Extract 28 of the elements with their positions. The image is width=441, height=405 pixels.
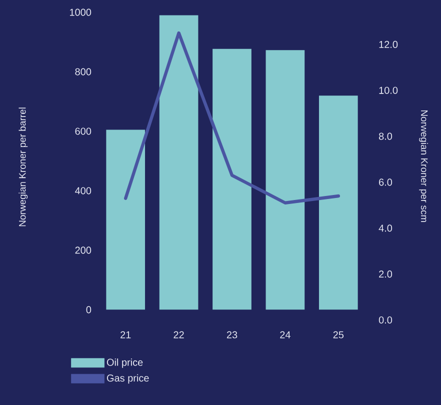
y-tick-label: 1000 [70,8,92,16]
legend-label: Oil price [106,358,143,368]
x-tick-label: 22 [174,331,184,338]
x-tick-label: 24 [280,331,290,338]
bar [159,15,198,310]
y2-tick-label: 10.0 [379,86,398,94]
x-tick-label: 21 [120,331,131,338]
y2-tick-label: 2.0 [379,270,392,278]
bar [106,130,146,310]
bar [318,96,358,310]
line-series [124,31,340,204]
y-tick-label: 600 [75,128,92,135]
x-tick-label: 23 [226,331,238,338]
y-tick-label: 800 [75,68,92,76]
y2-tick-label: 8.0 [378,132,392,140]
y2-tick-label: 0.0 [378,316,392,324]
y-tick-label: 0 [86,306,92,314]
bar [212,48,252,310]
bar [266,50,305,310]
y2-axis-title: Norwegian Kroner per scm [419,110,428,222]
y2-tick-label: 12.0 [379,40,398,48]
y2-tick-label: 4.0 [378,224,392,232]
y-axis-title: Norwegian Kroner per barrel [18,108,28,226]
x-tick-label: 25 [333,331,344,338]
y-tick-label: 200 [75,246,92,254]
y-tick-label: 400 [75,187,92,194]
legend-label: Gas price [106,374,149,384]
y2-tick-label: 6.0 [379,178,392,186]
